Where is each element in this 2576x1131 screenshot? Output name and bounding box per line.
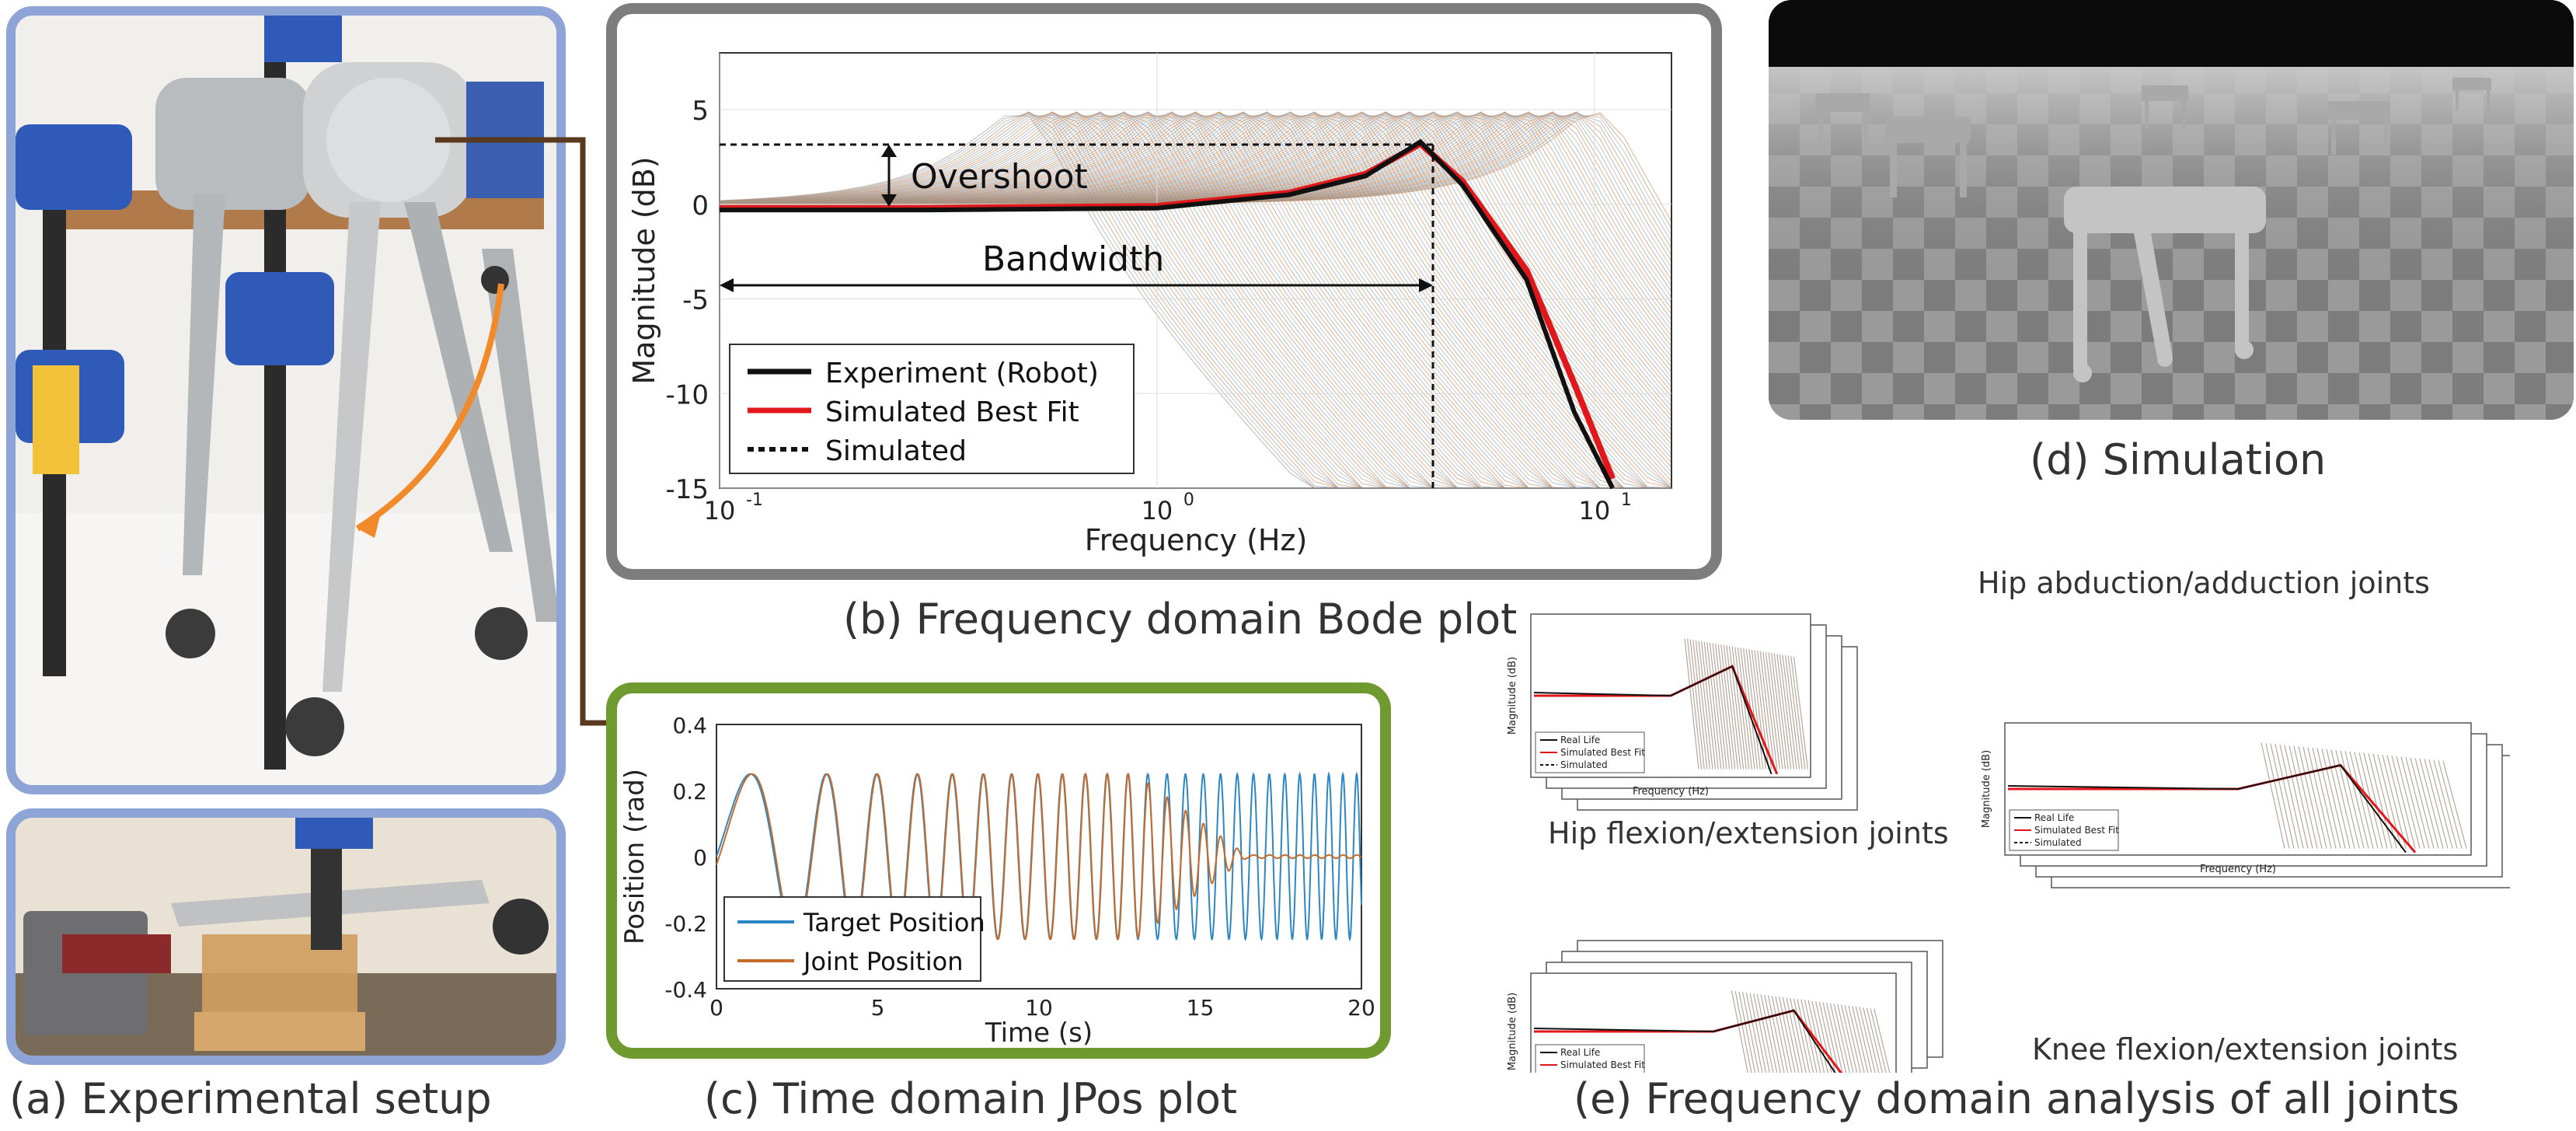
rig-detail-illustration — [16, 818, 556, 1056]
legend-entry: Simulated — [1560, 1072, 1608, 1073]
hip-abduction-label: Hip abduction/adduction joints — [1978, 566, 2430, 600]
caption-b: (b) Frequency domain Bode plot — [843, 595, 1518, 644]
x-tick-label: 20 — [1347, 995, 1375, 1021]
caption-a: (a) Experimental setup — [9, 1074, 492, 1123]
y-tick-label: -0.4 — [664, 977, 707, 1003]
mini-x-axis-label: Frequency (Hz) — [2200, 864, 2276, 875]
bode-plot: Overshoot Bandwidth 5 0 -5 -10 -15 10 -1 10 0 10… — [627, 52, 1672, 557]
legend-entry: Simulated — [2034, 837, 2082, 848]
x-tick-label: 15 — [1187, 995, 1215, 1021]
legend-entry: Simulated — [1560, 759, 1608, 770]
caption-c: (c) Time domain JPos plot — [704, 1074, 1238, 1123]
legend-entry: Simulated Best Fit — [1560, 747, 1645, 758]
time-plot-frame: 0.4 0.2 0 -0.2 -0.4 0 5 10 15 20 Position (rad) … — [606, 682, 1391, 1059]
overshoot-label: Overshoot — [911, 157, 1088, 197]
experimental-setup-photo-frame — [6, 6, 566, 794]
robot-leg-rig-illustration — [16, 16, 556, 785]
legend-entry: Simulated Best Fit — [2034, 825, 2119, 836]
experiment-robot-line — [720, 138, 1615, 490]
legend-entry: Target Position — [803, 908, 985, 937]
x-tick-label: 10 — [1579, 496, 1611, 525]
legend-entry: Simulated Best Fit — [825, 396, 1079, 428]
bode-y-axis-label: Magnitude (dB) — [627, 156, 661, 384]
y-tick-label: 0 — [693, 845, 707, 871]
y-tick-label: 0.4 — [672, 713, 707, 738]
y-tick-label: -5 — [682, 285, 709, 316]
x-tick-exponent: 1 — [1621, 490, 1632, 510]
y-tick-label: 0 — [692, 190, 709, 222]
legend-entry: Simulated Best Fit — [1560, 1059, 1645, 1070]
time-x-axis-label: Time (s) — [985, 1018, 1093, 1048]
legend-entry: Experiment (Robot) — [825, 358, 1099, 389]
time-y-axis-label: Position (rad) — [619, 769, 650, 944]
y-tick-label: 5 — [692, 96, 709, 127]
mini-y-axis-label: Magnitude (dB) — [1507, 657, 1518, 735]
bandwidth-label: Bandwidth — [982, 239, 1164, 279]
legend-entry: Real Life — [1560, 1047, 1600, 1058]
simulation-render-frame — [1769, 0, 2574, 420]
bode-x-axis-label: Frequency (Hz) — [1085, 523, 1308, 557]
caption-d: (d) Simulation — [2030, 435, 2327, 484]
mini-y-axis-label: Magnitude (dB) — [1507, 993, 1518, 1070]
mini-x-axis-label: Frequency (Hz) — [1633, 786, 1709, 798]
x-tick-exponent: -1 — [746, 490, 763, 510]
knee-flexion-label: Knee flexion/extension joints — [2032, 1032, 2459, 1066]
legend-entry: Real Life — [2034, 812, 2074, 823]
legend-entry: Joint Position — [802, 947, 964, 976]
y-tick-label: -15 — [665, 474, 709, 505]
x-tick-exponent: 0 — [1183, 490, 1194, 510]
legend-entry: Simulated — [825, 435, 967, 467]
legend-entry: Real Life — [1560, 735, 1600, 745]
simulated-curve — [720, 113, 1672, 331]
simulation-scene — [1769, 0, 2574, 420]
x-tick-label: 10 — [704, 496, 736, 525]
experimental-setup-detail-photo-frame — [6, 808, 566, 1065]
time-domain-plot: 0.40.20-0.2-0.4 0 5 10 15 20 Position (rad) … — [619, 713, 1375, 1048]
caption-e: (e) Frequency domain analysis of all joi… — [1574, 1074, 2459, 1123]
y-tick-label: -10 — [665, 379, 709, 410]
hip-flexion-label: Hip flexion/extension joints — [1548, 816, 1949, 850]
x-tick-label: 10 — [1025, 995, 1053, 1021]
y-tick-label: 0.2 — [672, 779, 707, 805]
x-tick-label: 0 — [709, 995, 723, 1021]
x-tick-label: 5 — [871, 995, 885, 1021]
simulated-curve — [719, 112, 1672, 358]
y-tick-label: -0.2 — [664, 911, 707, 937]
bode-legend: Experiment (Robot) Simulated Best Fit Si… — [729, 344, 1135, 474]
mini-y-axis-label: Magnitude (dB) — [1981, 750, 1992, 828]
bode-plot-frame: Overshoot Bandwidth 5 0 -5 -10 -15 10 -1 10 0 10… — [606, 3, 1722, 580]
time-legend: Target Position Joint Position — [723, 896, 985, 982]
x-tick-label: 10 — [1142, 496, 1173, 525]
joint-position-line — [716, 773, 1362, 941]
